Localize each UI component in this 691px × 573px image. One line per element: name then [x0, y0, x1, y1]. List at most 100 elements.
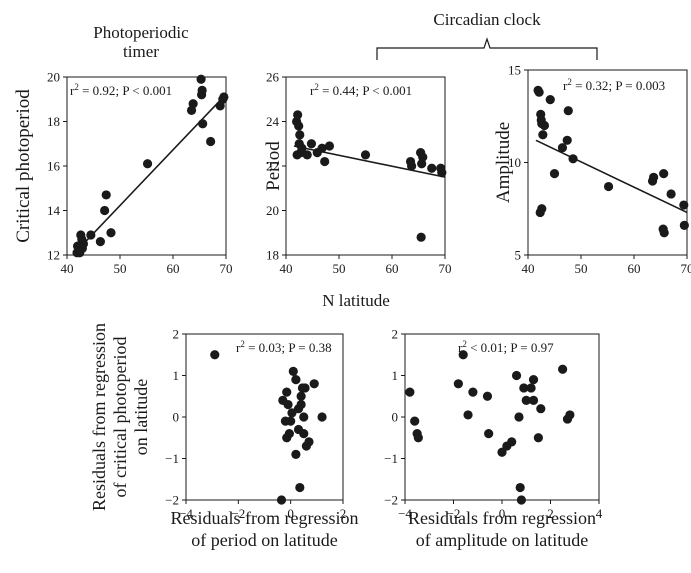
y-tick-label: 12	[47, 248, 60, 263]
x-axis-label-line: of amplitude on latitude	[416, 530, 588, 550]
x-tick-label: −2	[447, 506, 461, 521]
data-point	[295, 482, 305, 493]
y-axis-label: Period	[263, 141, 284, 191]
data-point	[453, 379, 463, 389]
data-point	[659, 169, 669, 179]
y-tick-label: −2	[165, 493, 179, 508]
data-point	[296, 399, 306, 410]
data-point	[219, 92, 229, 102]
y-tick-label: 22	[266, 159, 279, 174]
y-tick-label: 5	[515, 248, 522, 263]
data-point	[427, 163, 437, 173]
stat-r2: = 0.32	[572, 78, 609, 93]
y-tick-label: 1	[392, 368, 399, 383]
data-point	[320, 156, 330, 167]
x-tick-label: 70	[220, 261, 233, 276]
y-tick-label: 26	[266, 70, 280, 85]
y-tick-label: −1	[165, 451, 179, 466]
data-point	[413, 433, 423, 443]
data-point	[293, 110, 303, 120]
x-tick-label: 40	[522, 261, 535, 276]
stats-annotation: r2 = 0.32; P = 0.003	[563, 77, 665, 93]
y-tick-label: 16	[47, 159, 61, 174]
data-point	[301, 441, 311, 451]
data-point	[77, 234, 87, 245]
x-tick-label: 0	[287, 506, 294, 521]
data-point	[292, 150, 302, 160]
stats-annotation: r2 = 0.92; P < 0.001	[70, 82, 172, 98]
stat-r2: < 0.01	[467, 340, 504, 355]
data-point	[297, 143, 307, 153]
data-point	[287, 408, 297, 418]
x-tick-label: 70	[681, 261, 691, 276]
x-tick-label: 40	[61, 261, 74, 276]
data-point	[317, 143, 327, 153]
data-point	[458, 350, 468, 360]
data-point	[516, 495, 527, 505]
header-clock: Circadian clock	[433, 10, 541, 29]
data-point	[484, 429, 494, 439]
data-point	[526, 383, 536, 393]
data-point	[437, 168, 447, 178]
data-point	[533, 433, 543, 443]
y-axis-label: Amplitude	[493, 122, 514, 203]
data-point	[410, 416, 420, 426]
y-axis-label-line: Residuals from regression	[89, 323, 109, 511]
x-tick-label: 50	[333, 261, 346, 276]
data-point	[72, 248, 82, 258]
data-point	[418, 152, 428, 162]
data-point	[294, 121, 304, 131]
data-point	[519, 383, 529, 393]
x-tick-label: 60	[386, 261, 399, 276]
x-tick-label: 2	[547, 506, 554, 521]
y-axis-label-line: on latitude	[131, 379, 151, 455]
stat-r2: = 0.44	[319, 83, 356, 98]
data-point	[302, 150, 312, 160]
data-point	[563, 106, 573, 116]
data-point	[649, 172, 659, 182]
data-point	[468, 387, 478, 397]
x-tick-label: 50	[575, 261, 588, 276]
y-tick-label: 2	[173, 327, 180, 342]
data-point	[188, 99, 198, 109]
panel-amplitude: 40 50 60 70 5 10 15 Amplitude r2 = 0.32; P = 0.0…	[493, 63, 691, 277]
data-point	[666, 189, 676, 199]
data-point	[407, 161, 417, 171]
y-tick-label: 20	[47, 70, 60, 85]
header-timer-line1: Photoperiodic	[93, 23, 189, 42]
data-point	[295, 130, 305, 140]
stat-p: P = 0.97	[510, 340, 554, 355]
stat-p: P < 0.001	[362, 83, 412, 98]
panel-critical: 40 50 60 70 12 14 16 18 20 Critical photoperiod r2…	[13, 70, 233, 277]
x-tick-label: 0	[499, 506, 506, 521]
data-point	[210, 350, 220, 360]
y-tick-label: −2	[384, 493, 398, 508]
data-point	[324, 141, 335, 151]
data-point	[306, 139, 317, 149]
data-point	[360, 150, 371, 160]
data-point	[658, 224, 668, 234]
y-axis-label-line: of critical photoperiod	[110, 337, 130, 498]
data-point	[528, 375, 539, 385]
data-point	[568, 154, 578, 164]
data-point	[497, 447, 507, 457]
y-tick-label: 0	[392, 410, 399, 425]
data-point	[142, 159, 153, 169]
y-tick-label: 14	[47, 203, 61, 218]
data-point	[603, 181, 614, 192]
clock-bracket	[376, 37, 598, 60]
x-tick-label: −2	[231, 506, 245, 521]
x-tick-label: 4	[596, 506, 603, 521]
stat-p: P < 0.001	[122, 83, 172, 98]
data-point	[196, 74, 206, 84]
data-point	[537, 204, 547, 214]
x-axis-label-line: of period on latitude	[191, 530, 337, 550]
data-point	[558, 364, 568, 374]
data-point	[197, 90, 207, 100]
data-point	[562, 135, 572, 145]
y-tick-label: 10	[508, 155, 521, 170]
stat-p: P = 0.003	[615, 78, 665, 93]
